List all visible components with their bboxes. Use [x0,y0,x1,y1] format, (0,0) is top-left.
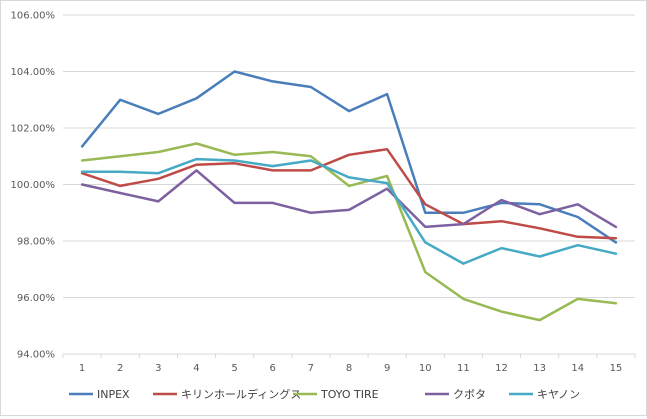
series-lines [80,70,618,322]
legend: INPEX キリンホールディングス TOYO TIRE クボタ キヤノン [69,387,580,401]
legend-label: キリンホールディングス [181,387,301,401]
x-tick-label: 14 [571,363,584,374]
y-tick-label: 96.00% [17,293,55,304]
y-tick-label: 104.00% [11,67,56,78]
x-tick-label: 10 [419,363,432,374]
gridlines [63,14,635,355]
y-tick-label: 94.00% [17,350,55,361]
y-tick-label: 98.00% [17,237,55,248]
x-tick-label: 1 [79,363,85,374]
y-tick-label: 102.00% [11,124,56,135]
x-tick-label: 5 [231,363,237,374]
x-tick-label: 15 [610,363,623,374]
x-tick-label: 4 [193,363,199,374]
legend-label: TOYO TIRE [320,388,379,401]
x-axis: 1 2 3 4 5 6 7 8 9 10 11 12 13 14 15 [62,354,636,374]
x-tick-label: 12 [495,363,508,374]
series-line-2 [80,147,618,240]
series-line-4 [80,169,618,229]
series-line-5 [80,157,618,265]
x-tick-label: 7 [308,363,314,374]
legend-label: キヤノン [537,388,580,401]
x-tick-label: 11 [457,363,470,374]
y-tick-label: 106.00% [11,11,56,22]
x-tick-label: 9 [384,363,390,374]
x-tick-label: 6 [270,363,276,374]
legend-label: INPEX [97,388,130,401]
y-axis: 94.00% 96.00% 98.00% 100.00% 102.00% 104.00% 1… [11,11,56,361]
x-tick-label: 3 [155,363,161,374]
x-tick-label: 8 [346,363,352,374]
legend-label: クボタ [453,388,486,401]
series-line-3 [80,142,618,322]
x-tick-label: 2 [117,363,123,374]
series-line-1 [80,70,618,244]
y-tick-label: 100.00% [11,180,56,191]
x-tick-label: 13 [533,363,546,374]
